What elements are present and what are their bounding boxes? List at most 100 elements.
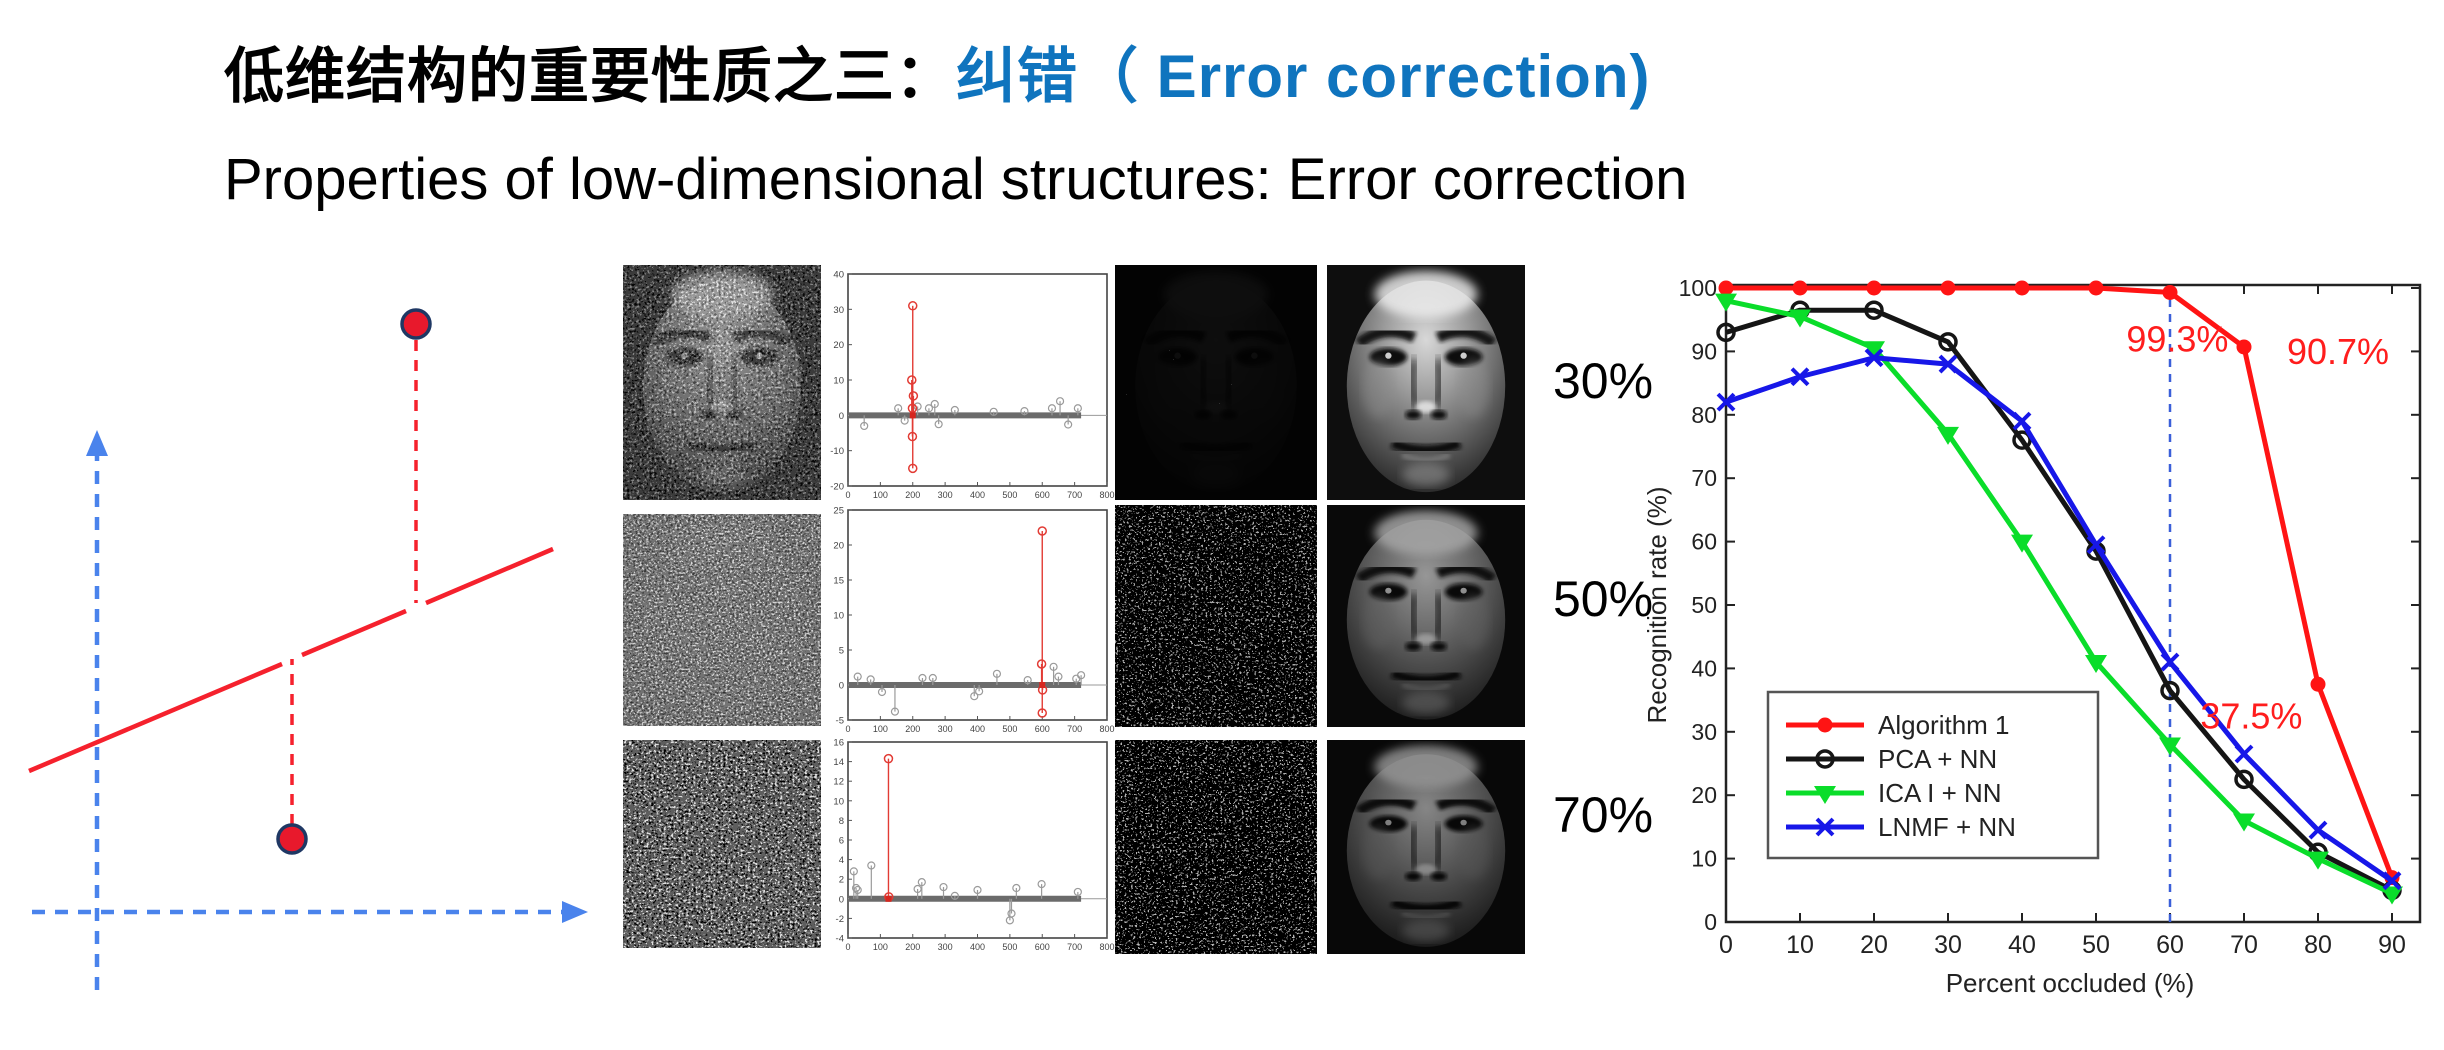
y-tick-label: 0 — [1704, 909, 1717, 935]
occlusion-label-70: 70% — [1552, 787, 1654, 843]
x-tick-label: 800 — [1099, 942, 1114, 952]
gray-stem-point — [853, 885, 862, 895]
marker — [1814, 786, 1836, 804]
x-tick-label: 0 — [1719, 931, 1733, 959]
x-tick-label: 100 — [873, 490, 888, 500]
gray-stem-point — [1077, 671, 1086, 680]
x-tick-label: 100 — [873, 724, 888, 734]
gray-stem-point — [1020, 406, 1029, 416]
marker — [1715, 293, 1737, 312]
series-line-algorithm-1 — [1726, 285, 2395, 879]
gray-stem-point — [853, 672, 862, 681]
x-tick-label: 600 — [1035, 942, 1050, 952]
x-tick-label: 50 — [2082, 931, 2110, 959]
title-chinese-black: 低维结构的重要性质之三： — [224, 43, 956, 110]
y-tick-label: 2 — [839, 875, 844, 886]
marker — [1863, 341, 1885, 360]
gray-stem-point — [973, 885, 982, 895]
x-tick-label: 700 — [1067, 724, 1082, 734]
marker — [2233, 813, 2255, 832]
outlier-projection-bottom — [276, 659, 308, 855]
x-tick-label: 300 — [938, 724, 953, 734]
recovered-face-image-50pct — [1327, 505, 1525, 727]
y-tick-label: -10 — [830, 446, 844, 457]
y-tick-label: 4 — [839, 855, 844, 866]
gray-stem-point — [849, 867, 858, 876]
gray-stem-point — [866, 675, 875, 684]
marker — [2085, 655, 2107, 674]
plot-box — [847, 741, 1108, 939]
y-tick-label: 40 — [1691, 655, 1717, 681]
marker — [2088, 280, 2104, 296]
x-axis-dashed-arrow — [32, 901, 588, 923]
y-tick-label: -5 — [836, 716, 844, 727]
red-stem-point — [907, 375, 917, 385]
marker — [2014, 280, 2030, 296]
x-tick-label: 700 — [1067, 942, 1082, 952]
gray-stem-point — [928, 673, 937, 683]
error-image-70pct — [1115, 740, 1317, 954]
error-image-30pct — [1115, 265, 1317, 500]
marker — [1792, 280, 1808, 296]
gray-stem-point — [950, 405, 959, 415]
marker — [1864, 300, 1884, 320]
marker — [1817, 717, 1833, 733]
marker — [1938, 332, 1958, 352]
page-title: 低维结构的重要性质之三：纠错（ Error correction) — [224, 28, 1650, 115]
x-tick-label: 200 — [905, 724, 920, 734]
marker — [1789, 309, 1811, 328]
y-tick-label: 20 — [1691, 782, 1717, 808]
gray-stem-point — [890, 707, 900, 716]
x-tick-label: 400 — [970, 942, 985, 952]
x-tick-label: 500 — [1002, 942, 1017, 952]
x-tick-label: 300 — [938, 942, 953, 952]
x-tick-label: 700 — [1067, 490, 1082, 500]
annotation-37.5%: 37.5% — [2200, 696, 2302, 737]
marker — [1937, 426, 1959, 445]
gray-stem-point — [1064, 420, 1073, 429]
red-base-marker — [885, 895, 892, 902]
gray-stem-point — [1047, 404, 1057, 413]
recovered-face-image-30pct — [1327, 265, 1525, 500]
y-tick-label: 5 — [839, 646, 844, 657]
red-stem-point — [1037, 708, 1047, 718]
x-tick-label: 600 — [1035, 724, 1050, 734]
marker — [2307, 851, 2329, 870]
y-tick-label: 10 — [833, 376, 844, 387]
x-axis-label: Percent occluded (%) — [1946, 968, 2195, 998]
gray-stem-point — [913, 402, 922, 411]
x-tick-label: 0 — [845, 724, 850, 734]
y-tick-label: 60 — [1691, 529, 1717, 555]
gray-stem-point — [1007, 909, 1016, 918]
y-tick-label: 10 — [1691, 846, 1717, 872]
plot-box — [1724, 283, 2422, 924]
gray-stem-point — [851, 883, 861, 893]
y-tick-label: -4 — [836, 934, 844, 945]
corrupted-face-image-30pct — [623, 265, 821, 500]
y-tick-label: 25 — [833, 506, 844, 517]
marker — [2011, 534, 2033, 553]
y-tick-label: 0 — [839, 411, 844, 422]
gray-stem-point — [1054, 672, 1063, 681]
gray-stem-point — [950, 891, 959, 900]
marker — [2310, 676, 2326, 692]
plot-box — [847, 273, 1108, 487]
corrupted-face-image-50pct — [623, 514, 821, 726]
x-tick-label: 800 — [1099, 490, 1114, 500]
x-tick-label: 500 — [1002, 724, 1017, 734]
gray-stem-point — [867, 861, 876, 870]
corrupted-face-image-70pct — [623, 740, 821, 948]
gray-stem-point — [930, 399, 939, 409]
x-tick-label: 200 — [905, 942, 920, 952]
marker — [2234, 769, 2254, 790]
marker — [2381, 886, 2403, 905]
x-tick-label: 0 — [845, 942, 850, 952]
legend-label: ICA I + NN — [1878, 778, 2002, 808]
marker — [1716, 322, 1736, 343]
annotation-99.3%: 99.3% — [2126, 318, 2228, 359]
x-tick-label: 80 — [2304, 931, 2332, 959]
